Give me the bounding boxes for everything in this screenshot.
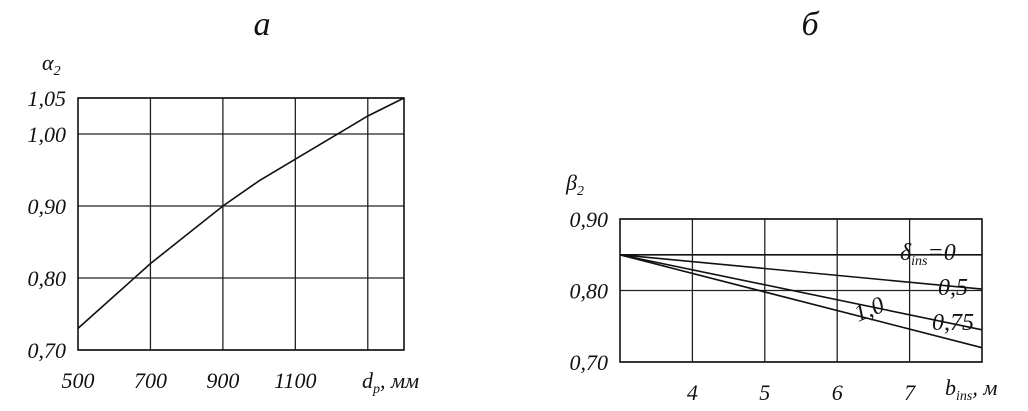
x-axis-label-symbol: d <box>362 368 374 393</box>
y-tick-label: 0,70 <box>570 350 609 375</box>
plot-frame <box>77 97 405 351</box>
legend-symbol: δ <box>900 240 912 266</box>
line-label: 0,75 <box>932 310 974 336</box>
x-tick-label: 1100 <box>274 368 316 393</box>
x-axis-label-subscript: p <box>372 382 380 397</box>
y-axis-label-symbol: β <box>565 170 577 195</box>
x-axis-label: dp, мм <box>362 368 419 397</box>
x-tick-label: 4 <box>687 380 698 405</box>
legend-subscript: ins <box>911 254 928 269</box>
y-tick-label: 0,80 <box>570 279 609 304</box>
y-axis-label-subscript: 2 <box>54 64 61 79</box>
x-tick-label: 500 <box>62 368 95 393</box>
line-label-name: 0,75 <box>932 310 974 336</box>
y-axis-label-subscript: 2 <box>577 184 584 199</box>
legend-equals: = <box>928 240 944 266</box>
line <box>77 97 405 329</box>
y-tick-label: 1,00 <box>28 122 67 147</box>
x-axis-label-subscript: ins <box>956 389 973 404</box>
line-label-name: 0 <box>944 240 956 266</box>
x-axis-label-symbol: b <box>945 375 956 400</box>
line-label: 0,5 <box>938 275 968 301</box>
x-axis-label-unit: , м <box>972 375 997 400</box>
y-tick-label: 0,90 <box>570 207 609 232</box>
x-tick-label: 7 <box>904 380 916 405</box>
y-axis-label: α2 <box>42 50 61 79</box>
x-axis-label-unit: , мм <box>380 368 419 393</box>
x-tick-label: 5 <box>759 380 770 405</box>
y-axis-label: β2 <box>565 170 584 199</box>
line-label-name: 0,5 <box>938 275 968 301</box>
chart-title: б <box>801 6 820 43</box>
x-tick-label: 6 <box>832 380 843 405</box>
line <box>619 254 983 331</box>
y-tick-label: 0,90 <box>28 194 67 219</box>
line <box>619 254 983 349</box>
x-tick-label: 700 <box>134 368 167 393</box>
x-axis-label: bins, м <box>945 375 997 404</box>
y-axis-label-symbol: α <box>42 50 54 75</box>
y-tick-label: 1,05 <box>28 86 67 111</box>
chart-title: а <box>254 6 271 43</box>
line-label: δins=0 <box>900 240 956 269</box>
line <box>619 254 983 290</box>
x-tick-label: 900 <box>206 368 239 393</box>
y-tick-label: 0,70 <box>28 338 67 363</box>
y-tick-label: 0,80 <box>28 266 67 291</box>
plot-frame <box>619 218 983 363</box>
